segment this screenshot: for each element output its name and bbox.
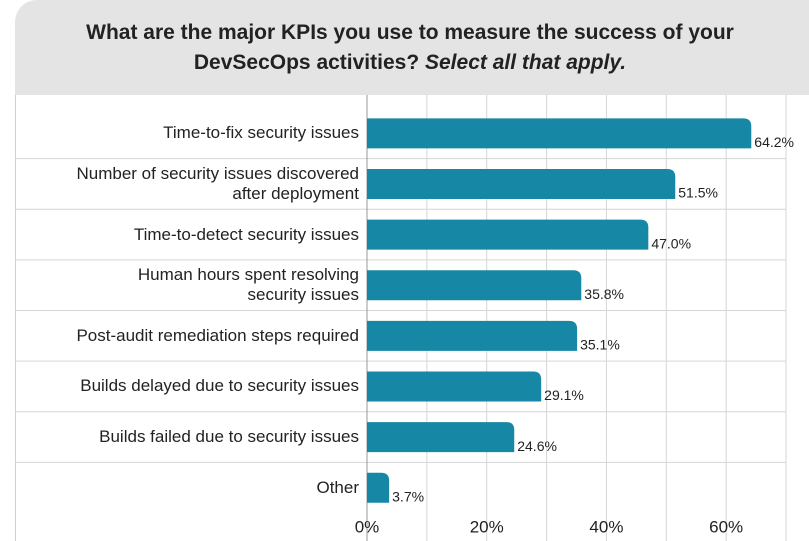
category-label: Builds delayed due to security issues [80, 376, 359, 396]
bar [367, 168, 676, 199]
x-tick-label: 40% [589, 517, 623, 536]
category-label: Other [316, 477, 359, 497]
category-label: Post-audit remediation steps required [76, 325, 359, 345]
x-tick-label: 20% [470, 517, 504, 536]
bar [367, 118, 752, 149]
category-label: Time-to-fix security issues [163, 123, 359, 143]
chart-title: What are the major KPIs you use to measu… [86, 21, 734, 74]
bar [367, 219, 649, 250]
category-label: Builds failed due to security issues [99, 427, 359, 447]
value-label: 3.7% [392, 488, 424, 504]
bar [367, 371, 542, 402]
bar [367, 270, 582, 301]
x-tick-label: 60% [709, 517, 743, 536]
category-label: Time-to-detect security issues [133, 224, 359, 244]
value-label: 29.1% [544, 387, 584, 403]
value-label: 51.5% [678, 185, 718, 201]
value-label: 35.1% [580, 337, 620, 353]
category-label: Human hours spent resolving security iss… [137, 265, 359, 305]
chart-subtitle: Select all that apply. [425, 51, 627, 74]
bar [367, 472, 390, 503]
value-label: 47.0% [651, 235, 691, 251]
value-label: 64.2% [754, 134, 794, 150]
category-label: Number of security issues discovered aft… [76, 163, 359, 203]
x-tick-label: 0% [355, 517, 380, 536]
value-label: 24.6% [517, 438, 557, 454]
header [15, 0, 809, 95]
value-label: 35.8% [584, 286, 624, 302]
bar [367, 422, 515, 453]
bar [367, 320, 578, 351]
chart-title-block: What are the major KPIs you use to measu… [40, 18, 780, 78]
frame-line [15, 95, 16, 541]
